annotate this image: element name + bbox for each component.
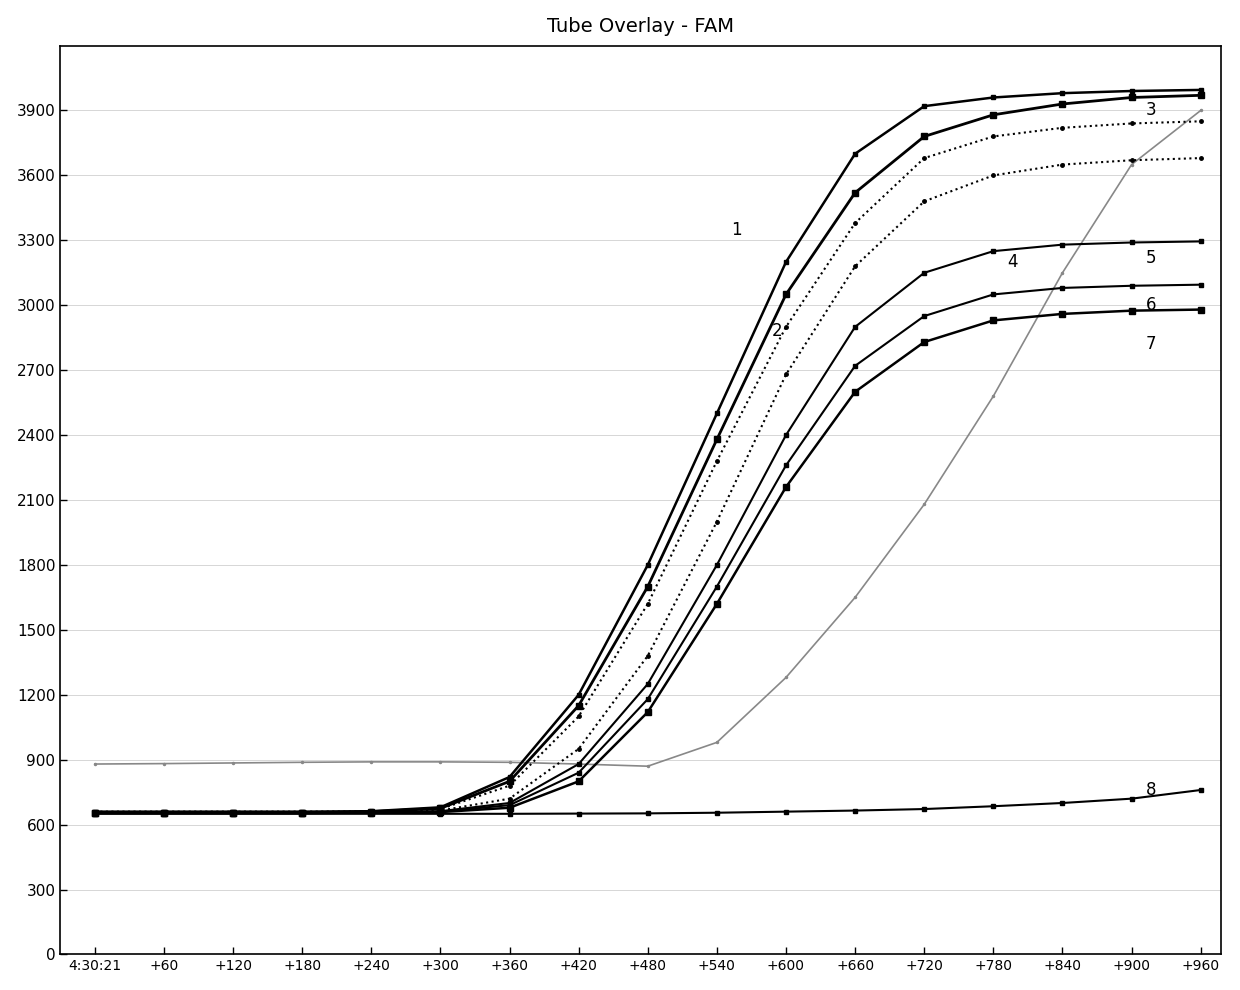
Text: 6: 6	[1146, 296, 1156, 314]
Text: 1: 1	[730, 221, 742, 239]
Text: 7: 7	[1146, 336, 1156, 353]
Text: 8: 8	[1146, 781, 1156, 799]
Title: Tube Overlay - FAM: Tube Overlay - FAM	[547, 17, 734, 36]
Text: 2: 2	[773, 322, 782, 341]
Text: 3: 3	[1146, 102, 1156, 120]
Text: 5: 5	[1146, 248, 1156, 266]
Text: 4: 4	[1007, 253, 1018, 271]
